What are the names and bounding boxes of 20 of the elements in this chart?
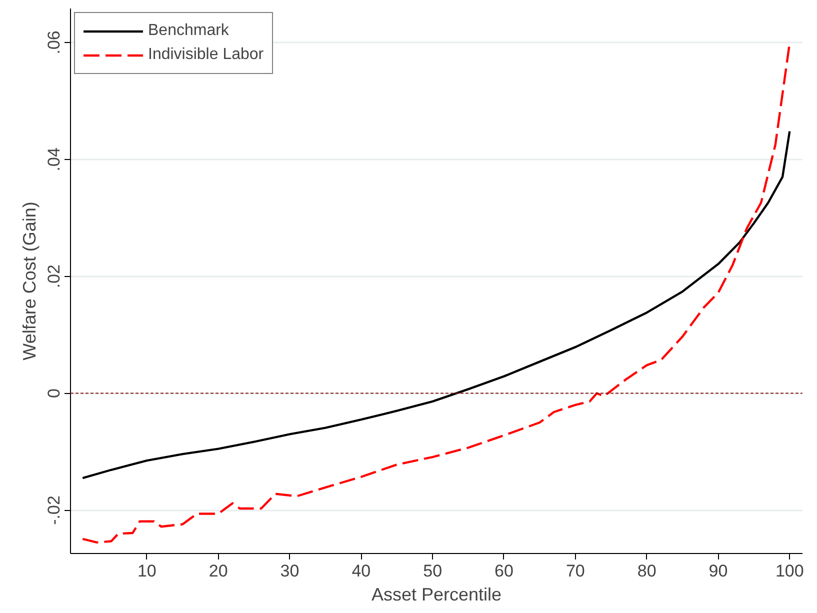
y-tick-label: .04 [44,148,64,172]
legend-label: Indivisible Labor [148,46,264,64]
x-tick-label: 10 [137,562,156,580]
x-tick-label: 50 [423,562,442,580]
x-tick-label: 70 [566,562,585,580]
y-axis-title: Welfare Cost (Gain) [20,202,40,360]
x-tick-label: 100 [775,562,804,580]
x-tick-label: 60 [494,562,514,580]
x-tick-label: 40 [352,562,371,580]
x-tick-label: 80 [637,562,656,580]
y-tick-label: .02 [44,264,64,288]
x-tick-label: 20 [208,562,228,580]
x-axis-title: Asset Percentile [371,584,502,604]
legend-label: Benchmark [148,22,229,40]
x-tick-label: 30 [280,562,300,580]
y-tick-label: .06 [44,30,64,54]
y-tick-label: -.02 [44,496,64,525]
x-tick-label: 90 [708,562,728,580]
y-tick-label: 0 [44,388,64,398]
line-series [82,130,791,480]
